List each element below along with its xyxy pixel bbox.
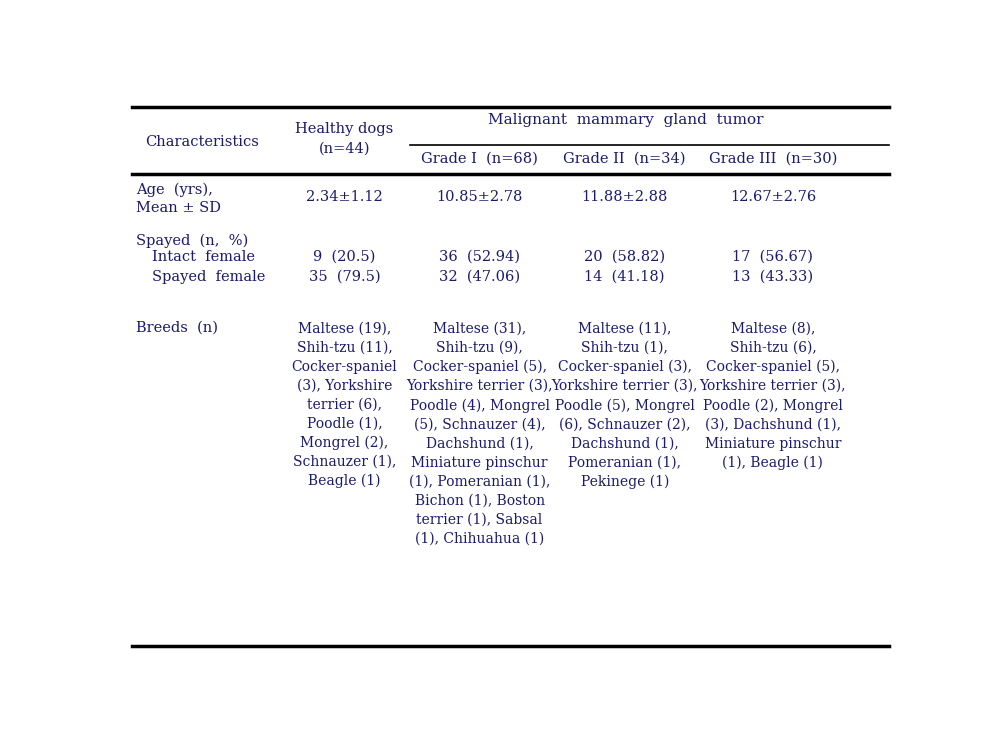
Text: Healthy dogs
(n=44): Healthy dogs (n=44): [296, 122, 393, 155]
Text: 13  (43.33): 13 (43.33): [732, 270, 814, 284]
Text: Age  (yrs),
Mean ± SD: Age (yrs), Mean ± SD: [136, 182, 221, 216]
Text: Grade I  (n=68): Grade I (n=68): [421, 152, 538, 166]
Text: 36  (52.94): 36 (52.94): [439, 250, 520, 264]
Text: 14  (41.18): 14 (41.18): [585, 270, 665, 284]
Text: Spayed  (n,  %): Spayed (n, %): [136, 234, 248, 249]
Text: 2.34±1.12: 2.34±1.12: [306, 189, 382, 204]
Text: Maltese (11),
Shih-tzu (1),
Cocker-spaniel (3),
Yorkshire terrier (3),
Poodle (5: Maltese (11), Shih-tzu (1), Cocker-spani…: [552, 322, 698, 489]
Text: 17  (56.67): 17 (56.67): [732, 250, 814, 264]
Text: 35  (79.5): 35 (79.5): [309, 270, 380, 284]
Text: Malignant  mammary  gland  tumor: Malignant mammary gland tumor: [488, 113, 764, 127]
Text: Characteristics: Characteristics: [144, 135, 259, 149]
Text: Spayed  female: Spayed female: [151, 270, 265, 284]
Text: Breeds  (n): Breeds (n): [136, 321, 218, 335]
Text: 11.88±2.88: 11.88±2.88: [582, 189, 668, 204]
Text: 20  (58.82): 20 (58.82): [584, 250, 665, 264]
Text: Maltese (31),
Shih-tzu (9),
Cocker-spaniel (5),
Yorkshire terrier (3),
Poodle (4: Maltese (31), Shih-tzu (9), Cocker-spani…: [406, 322, 553, 545]
Text: Grade III  (n=30): Grade III (n=30): [709, 152, 837, 166]
Text: Intact  female: Intact female: [151, 250, 255, 264]
Text: 10.85±2.78: 10.85±2.78: [436, 189, 523, 204]
Text: 32  (47.06): 32 (47.06): [439, 270, 520, 284]
Text: 9  (20.5): 9 (20.5): [314, 250, 375, 264]
Text: 12.67±2.76: 12.67±2.76: [730, 189, 816, 204]
Text: Maltese (19),
Shih-tzu (11),
Cocker-spaniel
(3), Yorkshire
terrier (6),
Poodle (: Maltese (19), Shih-tzu (11), Cocker-span…: [292, 322, 397, 488]
Text: Maltese (8),
Shih-tzu (6),
Cocker-spaniel (5),
Yorkshire terrier (3),
Poodle (2): Maltese (8), Shih-tzu (6), Cocker-spanie…: [699, 322, 847, 470]
Text: Grade II  (n=34): Grade II (n=34): [564, 152, 686, 166]
